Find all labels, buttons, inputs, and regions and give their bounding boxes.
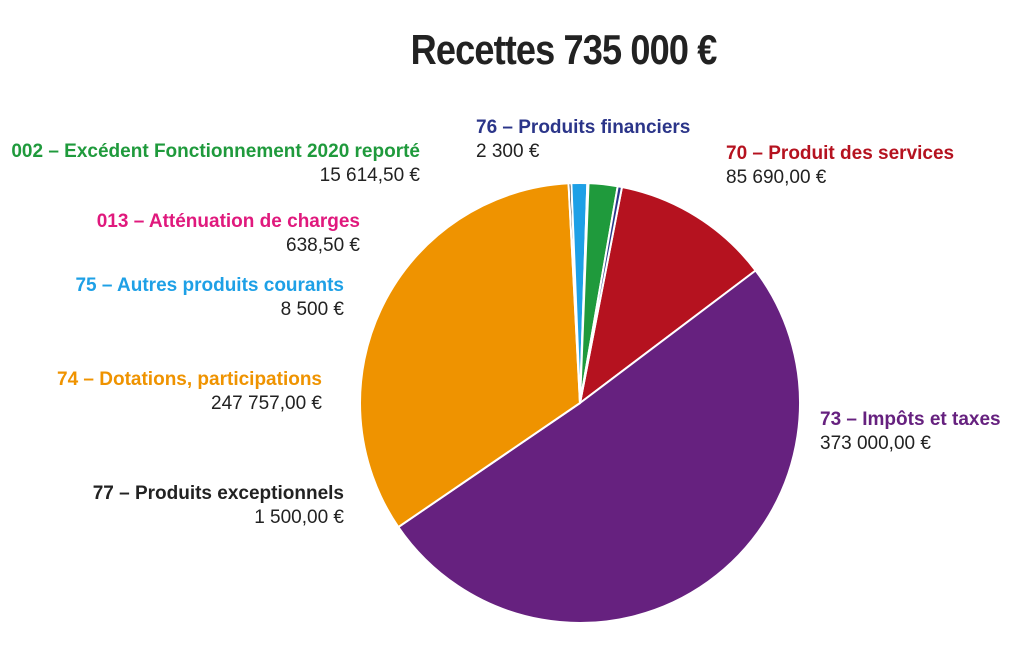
label-impots: 73 – Impôts et taxes 373 000,00 € <box>820 408 1001 456</box>
pie-slice-1 <box>396 269 801 624</box>
label-attenuation-name: 013 – Atténuation de charges <box>96 211 360 232</box>
label-dotations-value: 247 757,00 € <box>211 392 322 414</box>
label-excedent-value: 15 614,50 € <box>319 164 420 186</box>
label-financiers-value: 2 300 € <box>476 140 540 162</box>
label-exceptionnels: 77 – Produits exceptionnels 1 500,00 € <box>93 482 344 530</box>
label-dotations: 74 – Dotations, participations 247 757,0… <box>57 368 322 416</box>
label-services-value: 85 690,00 € <box>726 166 827 188</box>
label-attenuation: 013 – Atténuation de charges 638,50 € <box>97 210 360 258</box>
label-financiers: 76 – Produits financiers 2 300 € <box>476 116 690 164</box>
label-excedent: 002 – Excédent Fonctionnement 2020 repor… <box>11 140 420 188</box>
pie-slice-2 <box>359 182 582 529</box>
label-financiers-name: 76 – Produits financiers <box>476 117 691 138</box>
label-services-name: 70 – Produit des services <box>726 143 955 164</box>
label-excedent-name: 002 – Excédent Fonctionnement 2020 repor… <box>11 141 420 162</box>
label-impots-name: 73 – Impôts et taxes <box>820 409 1001 430</box>
label-impots-value: 373 000,00 € <box>820 432 931 454</box>
label-exceptionnels-value: 1 500,00 € <box>254 506 344 528</box>
label-services: 70 – Produit des services 85 690,00 € <box>726 142 954 190</box>
label-autres: 75 – Autres produits courants 8 500 € <box>75 274 344 322</box>
label-autres-name: 75 – Autres produits courants <box>75 275 344 296</box>
label-autres-value: 8 500 € <box>280 298 344 320</box>
label-attenuation-value: 638,50 € <box>286 234 360 256</box>
pie-slice-7 <box>579 185 624 404</box>
label-exceptionnels-name: 77 – Produits exceptionnels <box>92 483 344 504</box>
label-dotations-name: 74 – Dotations, participations <box>57 369 322 390</box>
pie-slice-0 <box>578 185 758 406</box>
chart-title: Recettes 735 000 € <box>410 26 718 73</box>
